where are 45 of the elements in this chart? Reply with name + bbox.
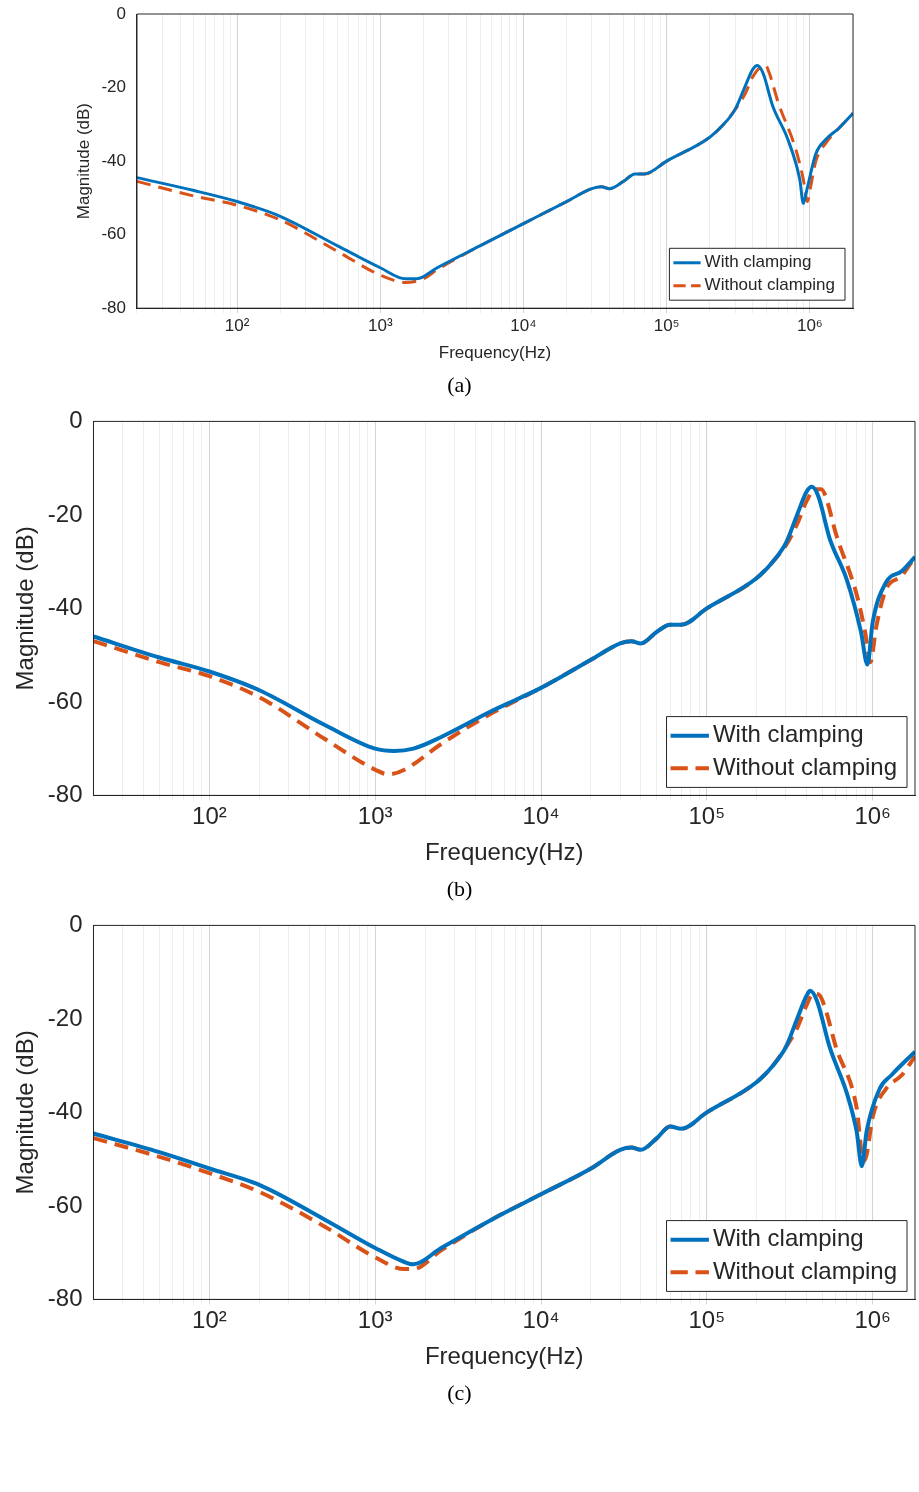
y-tick-label: -20 bbox=[101, 77, 126, 97]
x-axis-title: Frequency(Hz) bbox=[424, 838, 584, 866]
legend-label: With clamping bbox=[712, 1224, 864, 1252]
x-tick-label: 10⁵ bbox=[688, 1306, 726, 1334]
x-tick-label: 10² bbox=[224, 316, 250, 336]
y-tick-label: -20 bbox=[47, 499, 83, 527]
x-tick-label: 10⁶ bbox=[796, 316, 823, 336]
text: (a) bbox=[446, 371, 473, 399]
y-tick-label: -60 bbox=[47, 1190, 83, 1218]
y-tick-label: 0 bbox=[116, 3, 126, 23]
legend-label: With clamping bbox=[704, 252, 812, 272]
x-tick-label: 10² bbox=[192, 802, 227, 830]
legend-label: With clamping bbox=[712, 720, 864, 748]
y-tick-label: -60 bbox=[101, 224, 126, 244]
text: (c) bbox=[446, 1379, 473, 1407]
x-tick-label: 10⁴ bbox=[522, 802, 560, 830]
y-tick-label: -80 bbox=[47, 780, 83, 808]
y-tick-label: 0 bbox=[69, 406, 83, 434]
x-tick-label: 10⁶ bbox=[854, 802, 891, 830]
y-tick-label: -80 bbox=[47, 1284, 83, 1312]
x-axis-title: Frequency(Hz) bbox=[424, 1342, 584, 1370]
y-tick-label: -20 bbox=[47, 1003, 83, 1031]
x-tick-label: 10³ bbox=[367, 316, 393, 336]
x-tick-label: 10² bbox=[192, 1306, 227, 1334]
y-tick-label: -40 bbox=[47, 1097, 83, 1125]
legend-label: Without clamping bbox=[712, 752, 897, 780]
legend-label: Without clamping bbox=[712, 1256, 897, 1284]
y-axis-title: Magnitude (dB) bbox=[73, 102, 93, 220]
y-tick-label: -40 bbox=[101, 150, 126, 170]
text: (b) bbox=[445, 875, 474, 903]
x-axis-title: Frequency(Hz) bbox=[438, 343, 552, 363]
x-tick-label: 10³ bbox=[357, 1306, 393, 1334]
y-tick-label: -80 bbox=[101, 297, 126, 317]
y-tick-label: -40 bbox=[47, 593, 83, 621]
y-axis-title: Magnitude (dB) bbox=[11, 526, 39, 691]
y-tick-label: -60 bbox=[47, 686, 83, 714]
x-tick-label: 10⁴ bbox=[522, 1306, 560, 1334]
x-tick-label: 10³ bbox=[357, 802, 393, 830]
legend-label: Without clamping bbox=[704, 275, 835, 295]
x-tick-label: 10⁵ bbox=[653, 316, 680, 336]
y-tick-label: 0 bbox=[69, 910, 83, 938]
x-tick-label: 10⁶ bbox=[854, 1306, 891, 1334]
x-tick-label: 10⁵ bbox=[688, 802, 726, 830]
x-tick-label: 10⁴ bbox=[510, 316, 537, 336]
y-axis-title: Magnitude (dB) bbox=[11, 1030, 39, 1195]
